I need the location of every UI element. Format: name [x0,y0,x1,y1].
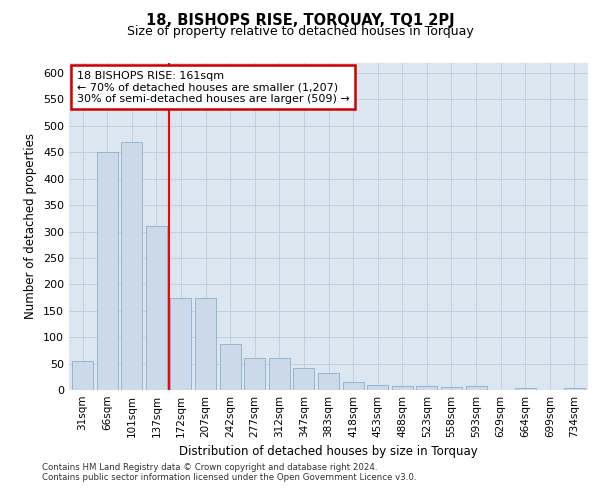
Bar [293,368,314,390]
Bar [416,386,437,390]
Bar [195,298,216,390]
X-axis label: Distribution of detached houses by size in Torquay: Distribution of detached houses by size … [179,446,478,458]
Bar [269,358,290,390]
Bar [367,385,388,390]
Text: Size of property relative to detached houses in Torquay: Size of property relative to detached ho… [127,25,473,38]
Bar [318,373,339,390]
Bar [343,382,364,390]
Bar [72,361,93,390]
Bar [170,298,191,390]
Text: Contains HM Land Registry data © Crown copyright and database right 2024.: Contains HM Land Registry data © Crown c… [42,462,377,471]
Bar [515,388,536,390]
Y-axis label: Number of detached properties: Number of detached properties [25,133,37,320]
Bar [220,344,241,390]
Text: Contains public sector information licensed under the Open Government Licence v3: Contains public sector information licen… [42,472,416,482]
Bar [564,388,585,390]
Bar [97,152,118,390]
Bar [441,387,462,390]
Bar [244,358,265,390]
Text: 18 BISHOPS RISE: 161sqm
← 70% of detached houses are smaller (1,207)
30% of semi: 18 BISHOPS RISE: 161sqm ← 70% of detache… [77,70,350,104]
Bar [146,226,167,390]
Text: 18, BISHOPS RISE, TORQUAY, TQ1 2PJ: 18, BISHOPS RISE, TORQUAY, TQ1 2PJ [146,12,454,28]
Bar [466,386,487,390]
Bar [392,386,413,390]
Bar [121,142,142,390]
